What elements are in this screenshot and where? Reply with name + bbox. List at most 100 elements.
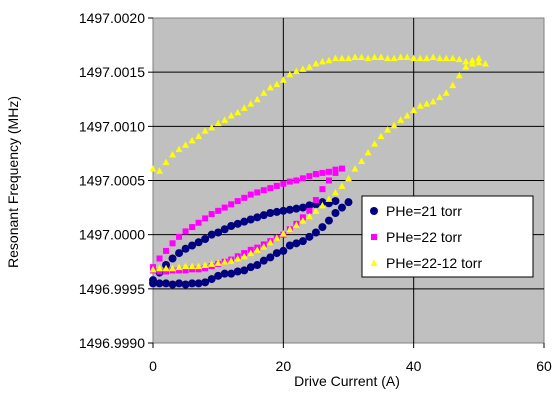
data-point [305, 232, 314, 241]
data-point [481, 60, 489, 67]
data-point [234, 108, 242, 116]
legend-label: PHe=22-12 torr [386, 255, 482, 271]
data-point [168, 254, 177, 263]
data-point [221, 116, 229, 123]
data-point [182, 141, 190, 148]
y-tick-label: 1497.0000 [79, 227, 145, 243]
data-point [338, 54, 346, 62]
legend-box [361, 195, 534, 278]
data-point [384, 126, 392, 133]
data-point [195, 262, 203, 270]
data-point [449, 81, 457, 89]
x-tick-label: 0 [149, 358, 157, 374]
x-tick-label: 60 [536, 358, 552, 374]
data-point [208, 260, 216, 267]
series-1 [149, 197, 353, 289]
data-point [455, 71, 463, 79]
data-point [214, 228, 223, 237]
data-point [189, 224, 196, 231]
data-point [305, 63, 313, 70]
data-point [215, 207, 222, 214]
data-point [207, 275, 216, 284]
data-point [423, 100, 431, 107]
data-point [403, 53, 411, 60]
data-point [246, 263, 255, 272]
data-point [279, 76, 287, 83]
series-3 [149, 53, 489, 273]
x-tick-label: 20 [276, 358, 292, 374]
data-point [286, 225, 294, 233]
data-point [416, 102, 424, 109]
data-point [247, 191, 254, 198]
tick-labels: 1496.9990 1496.9995 1497.0000 1497.0005 1497… [79, 10, 552, 374]
data-point [175, 145, 183, 153]
legend-marker [370, 207, 378, 215]
data-point [331, 209, 340, 217]
data-point [312, 207, 320, 214]
data-point [325, 56, 333, 64]
data-point [384, 54, 392, 62]
data-point [182, 228, 189, 235]
data-point [202, 265, 209, 272]
data-point [416, 54, 424, 62]
y-tick-label: 1497.0005 [79, 173, 145, 189]
data-point [168, 280, 177, 289]
data-point [324, 216, 333, 225]
data-point [176, 267, 183, 274]
data-point [149, 165, 157, 172]
data-point [298, 237, 307, 246]
data-point [299, 65, 307, 72]
data-point [162, 158, 170, 166]
y-tick-label: 1496.9990 [79, 335, 145, 351]
y-tick-label: 1497.0015 [79, 64, 145, 80]
data-point [397, 116, 405, 123]
data-point [233, 219, 242, 228]
data-point [182, 262, 190, 270]
y-tick-label: 1497.0010 [79, 118, 145, 134]
data-point [279, 246, 288, 255]
data-point [332, 169, 339, 176]
data-point [247, 100, 255, 107]
data-point [436, 54, 444, 62]
data-point [306, 207, 313, 214]
data-point [155, 279, 164, 288]
data-point [267, 185, 274, 192]
data-point [337, 203, 346, 212]
data-point [181, 280, 190, 289]
data-point [280, 180, 287, 187]
data-point [364, 54, 372, 62]
data-point [266, 238, 274, 246]
y-axis-label: Resonant Frequency (MHz) [5, 96, 21, 268]
data-point [233, 267, 242, 276]
data-point [175, 249, 184, 258]
data-point [163, 247, 170, 254]
data-point [240, 252, 248, 260]
data-point [331, 188, 339, 196]
data-point [351, 165, 359, 172]
data-point [253, 261, 262, 269]
data-point [227, 257, 235, 264]
data-point [175, 263, 183, 271]
data-point [410, 106, 418, 114]
data-point [195, 266, 202, 273]
data-point [234, 255, 242, 262]
data-point [292, 221, 300, 228]
data-point [266, 209, 275, 217]
data-point [227, 222, 236, 230]
data-point [279, 230, 287, 237]
legend-marker [371, 234, 377, 240]
data-point [188, 136, 196, 144]
data-point [189, 266, 196, 273]
data-point [285, 205, 294, 214]
data-point [162, 279, 171, 288]
data-point [194, 238, 203, 247]
data-point [318, 201, 326, 209]
data-point [253, 213, 262, 222]
data-point [358, 157, 366, 164]
data-point [371, 140, 379, 147]
data-point [234, 198, 241, 205]
data-point [266, 83, 274, 91]
data-point [188, 241, 197, 250]
data-point [273, 182, 280, 189]
data-point [156, 268, 163, 275]
